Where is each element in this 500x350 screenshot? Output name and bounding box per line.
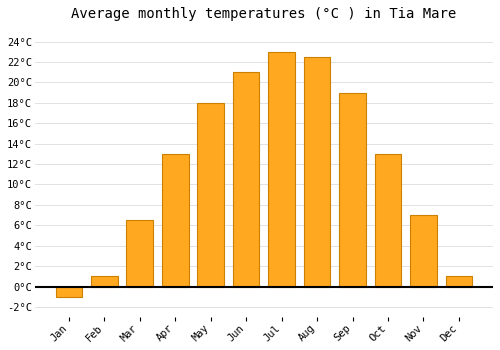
Bar bbox=[126, 220, 153, 287]
Bar bbox=[339, 93, 366, 287]
Bar bbox=[268, 52, 295, 287]
Bar bbox=[56, 287, 82, 297]
Bar bbox=[304, 57, 330, 287]
Bar bbox=[233, 72, 260, 287]
Bar bbox=[410, 215, 437, 287]
Bar bbox=[198, 103, 224, 287]
Title: Average monthly temperatures (°C ) in Tia Mare: Average monthly temperatures (°C ) in Ti… bbox=[72, 7, 456, 21]
Bar bbox=[374, 154, 402, 287]
Bar bbox=[91, 276, 118, 287]
Bar bbox=[446, 276, 472, 287]
Bar bbox=[162, 154, 188, 287]
